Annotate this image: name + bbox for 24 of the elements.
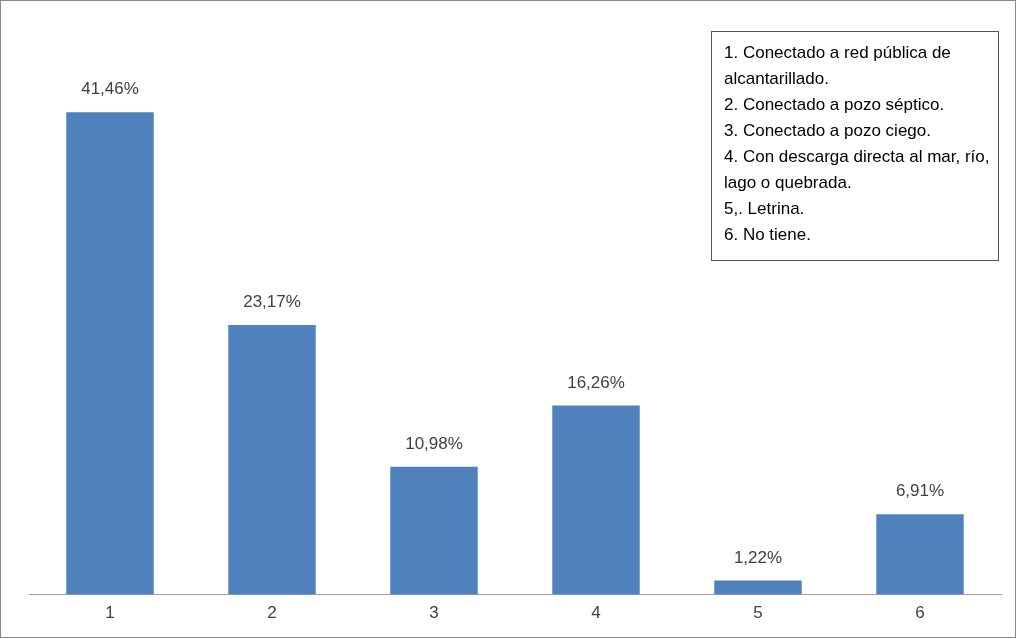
data-label: 10,98% [405, 434, 463, 454]
bar [228, 325, 316, 595]
data-label: 41,46% [81, 79, 139, 99]
data-label: 1,22% [733, 547, 783, 567]
data-label: 16,26% [567, 372, 625, 392]
annotation: 4. Con descarga directa al mar, río, lago o quebrada. [724, 146, 990, 194]
bar [390, 466, 478, 595]
x-tick-label: 1 [105, 603, 115, 623]
annotation: 6. No tiene. [724, 224, 812, 246]
annotation: 5,. Letrina. [724, 198, 806, 220]
bar [876, 514, 964, 595]
bar [66, 112, 154, 595]
x-tick-label: 4 [591, 603, 601, 623]
annotation: 2. Conectado a pozo séptico. [724, 94, 946, 116]
x-tick-label: 3 [429, 603, 439, 623]
x-tick-label: 6 [915, 603, 925, 623]
data-label: 6,91% [895, 481, 945, 501]
x-tick-label: 5 [753, 603, 763, 623]
x-tick-label: 2 [267, 603, 277, 623]
data-label: 23,17% [243, 292, 301, 312]
annotation: 3. Conectado a pozo ciego. [724, 120, 932, 142]
bar [552, 405, 640, 595]
bar [714, 580, 802, 595]
text: 1. Conectado a red pública de alcantarillado. [724, 42, 952, 90]
